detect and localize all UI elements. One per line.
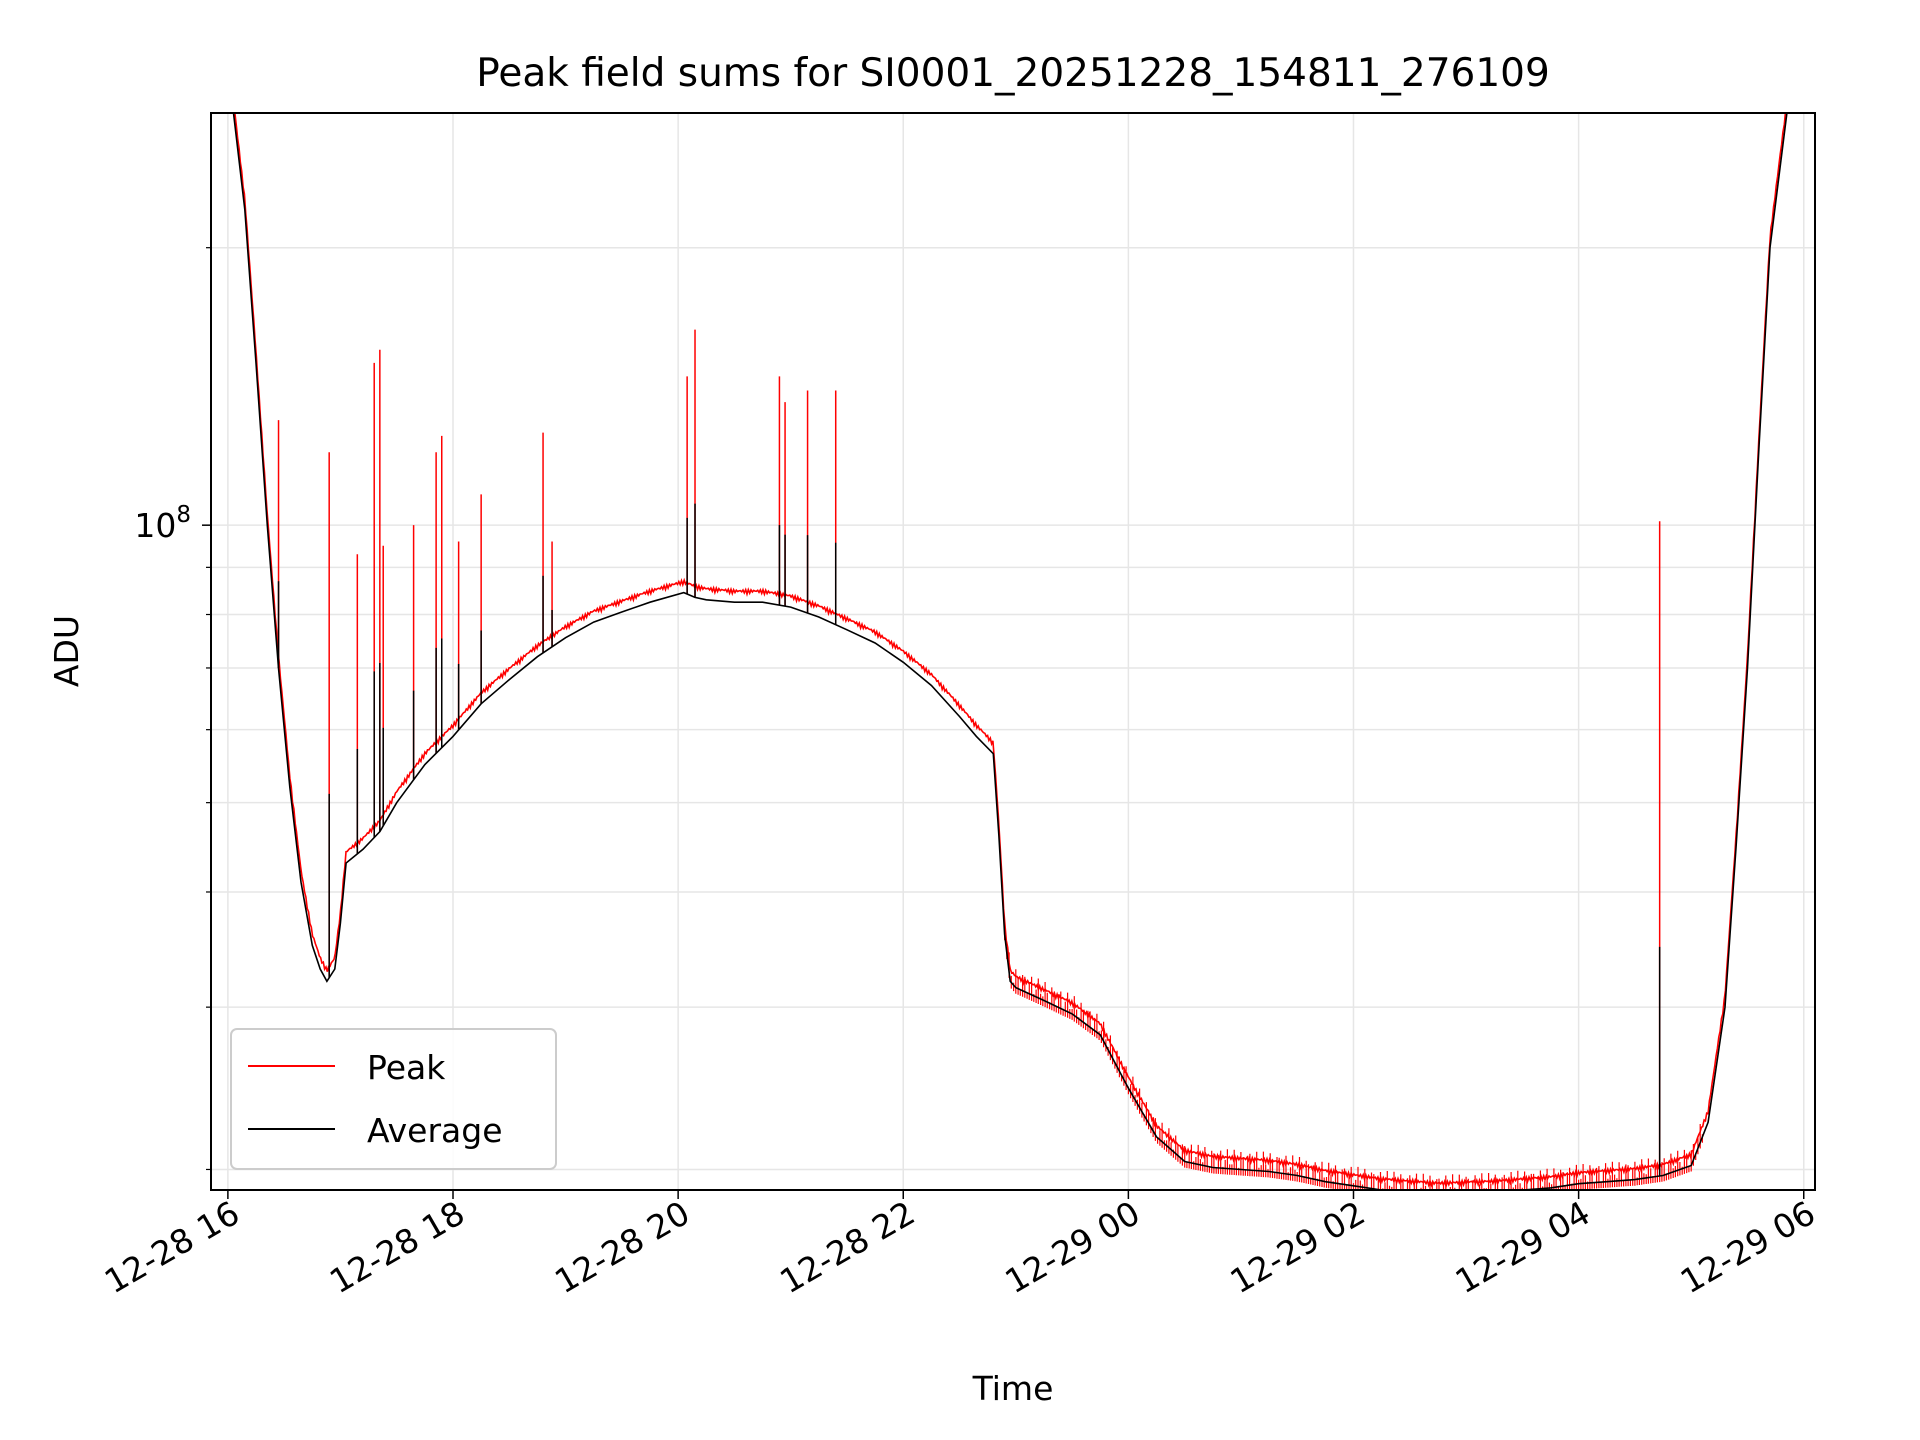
legend-peak-label: Peak (367, 1048, 446, 1087)
grid-lines (211, 113, 1815, 1190)
plot-area (211, 113, 1815, 1190)
y-tick-label: 108 (134, 502, 191, 545)
average-line (211, 113, 1815, 1190)
chart-title: Peak field sums for SI0001_20251228_1548… (476, 51, 1550, 96)
legend-average-label: Average (367, 1111, 503, 1150)
series-average (211, 113, 1815, 1190)
x-axis-label: Time (972, 1369, 1054, 1408)
plot-frame (210, 112, 1816, 1191)
y-axis-label: ADU (47, 615, 86, 687)
legend-box (230, 1028, 557, 1170)
legend: Peak Average (230, 1028, 557, 1170)
